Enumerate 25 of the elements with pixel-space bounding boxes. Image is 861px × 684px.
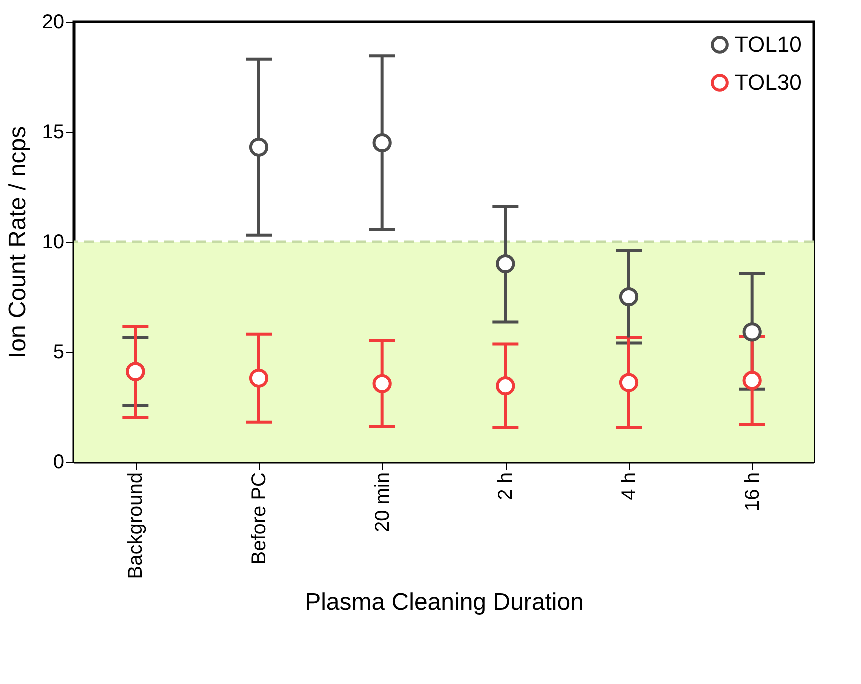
legend-label: TOL30: [735, 70, 802, 95]
point: [496, 376, 516, 396]
point: [619, 373, 639, 392]
y-tick-label: 15: [42, 122, 64, 144]
x-tick-label: 4 h: [618, 472, 640, 500]
x-tick-label: 2 h: [495, 472, 518, 500]
y-tick-label: 5: [53, 342, 64, 364]
y-tick-label: 10: [42, 232, 64, 254]
y-axis-title: Ion Count Rate / ncps: [4, 126, 32, 359]
point: [249, 368, 269, 388]
point: [372, 374, 392, 394]
point: [619, 287, 639, 307]
point: [742, 322, 762, 342]
x-tick-label: 20 min: [372, 472, 394, 533]
point: [742, 371, 762, 390]
y-tick-label: 20: [42, 12, 64, 34]
x-tick-label: 16 h: [742, 472, 764, 512]
x-tick-label: Background: [125, 472, 148, 580]
x-axis-title: Plasma Cleaning Duration: [305, 589, 584, 616]
y-tick-label: 0: [53, 452, 64, 474]
legend-label: TOL10: [735, 32, 802, 57]
point: [496, 254, 516, 274]
point: [249, 138, 269, 157]
point: [372, 133, 392, 153]
x-tick-label: Before PC: [248, 472, 270, 565]
